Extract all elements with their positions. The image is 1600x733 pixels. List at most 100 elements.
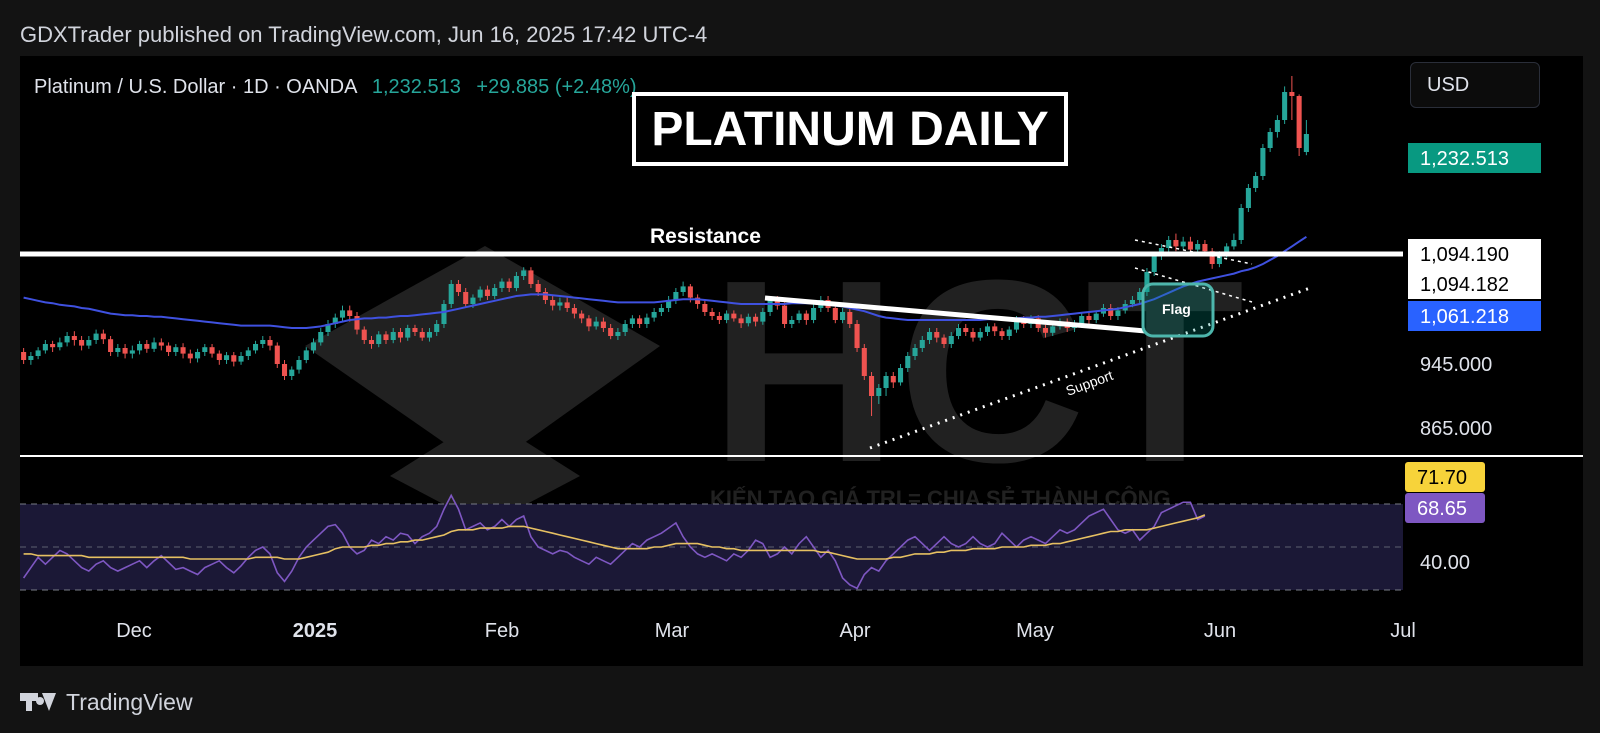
candle-down [108, 339, 114, 352]
candle-down [1108, 308, 1114, 316]
candle-down [361, 329, 367, 340]
price-axis[interactable]: 1,300.0001,200.000945.000865.0001,232.51… [1408, 70, 1541, 440]
candle-down [281, 364, 288, 376]
price-badge [1408, 143, 1541, 173]
tradingview-brand: TradingView [66, 688, 193, 715]
candle-up [521, 270, 527, 276]
rsi-badge [1405, 462, 1485, 492]
moving-average-line [23, 235, 1307, 329]
flag-label: Flag [1162, 301, 1191, 317]
candle-up [303, 350, 309, 360]
candle-up [245, 350, 251, 356]
price-badge-label: 1,094.190 [1420, 244, 1509, 266]
rsi-axis[interactable]: 40.00 71.70 68.65 [1405, 462, 1485, 574]
candle-up [767, 300, 773, 312]
candle-down [702, 304, 708, 312]
candle-down [412, 328, 418, 332]
candle-up [151, 342, 157, 349]
time-tick-label: Apr [839, 620, 870, 642]
price-tick-label: 865.000 [1420, 418, 1492, 440]
candle-up [202, 347, 208, 352]
candle-down [1296, 96, 1302, 148]
candle-down [600, 321, 606, 328]
flag-box[interactable] [1141, 282, 1215, 338]
candle-up [1303, 134, 1309, 152]
candle-down [166, 345, 172, 352]
candle-up [289, 369, 295, 376]
currency-button[interactable]: USD [1410, 62, 1540, 108]
candle-down [144, 344, 150, 349]
candle-down [687, 286, 693, 298]
candle-up [332, 317, 338, 324]
candle-up [789, 320, 795, 324]
candle-up [926, 332, 933, 340]
candle-up [1137, 292, 1143, 300]
candle-down [50, 344, 56, 348]
candle-up [615, 332, 621, 336]
tradingview-footer[interactable]: TradingView [20, 687, 193, 717]
candle-up [325, 324, 331, 332]
candle-up [339, 310, 346, 318]
candle-down [419, 332, 425, 338]
candle-up [883, 376, 889, 388]
candle-up [35, 350, 41, 356]
candle-up [238, 356, 244, 362]
rsi-tick-label: 40.00 [1420, 552, 1470, 574]
price-badge [1408, 301, 1541, 331]
candle-down [890, 376, 896, 383]
candle-up [1013, 320, 1020, 330]
candle-up [1195, 244, 1201, 250]
time-tick-label: Jun [1204, 620, 1236, 642]
candle-up [1216, 254, 1222, 264]
candle-down [571, 308, 577, 314]
hct-watermark: HCT KIẾN TẠO GIÁ TRỊ = CHIA SẺ THÀNH CÔN… [305, 227, 1244, 526]
chart-panel[interactable]: HCT KIẾN TẠO GIÁ TRỊ = CHIA SẺ THÀNH CÔN… [20, 56, 1583, 666]
candle-up [977, 332, 983, 338]
candle-up [1050, 326, 1056, 333]
candle-up [434, 324, 440, 332]
price-chart[interactable]: HCT KIẾN TẠO GIÁ TRỊ = CHIA SẺ THÀNH CÔN… [20, 56, 1583, 666]
candle-down [803, 313, 809, 320]
candle-down [579, 313, 585, 319]
candle-up [1166, 240, 1172, 248]
candle-up [666, 300, 672, 308]
candles-group [21, 76, 1309, 416]
candle-up [318, 332, 324, 343]
candle-up [499, 281, 505, 288]
candle-down [716, 316, 722, 320]
candle-up [1253, 176, 1259, 188]
price-badge-label: 1,061.218 [1420, 306, 1509, 328]
candle-up [912, 348, 918, 356]
candle-down [854, 324, 860, 348]
price-change: +29.885 (+2.48%) [476, 76, 637, 98]
candle-up [296, 360, 302, 370]
rsi-badge-label: 71.70 [1417, 467, 1467, 489]
candle-up [622, 324, 628, 332]
candle-down [1086, 316, 1092, 320]
candle-up [897, 368, 904, 383]
candle-down [354, 316, 360, 330]
descending-trendline[interactable] [764, 295, 1146, 334]
candle-up [93, 333, 99, 340]
candle-up [840, 312, 846, 320]
candle-down [1289, 92, 1295, 96]
candle-up [477, 289, 483, 298]
candle-up [1151, 256, 1157, 272]
candle-down [992, 326, 998, 332]
candle-up [745, 316, 751, 324]
candle-up [173, 347, 179, 352]
candle-down [1209, 251, 1215, 264]
time-axis[interactable]: Dec 2025 Feb Mar Apr May Jun Jul [116, 620, 1416, 642]
price-badge-label: 1,232.513 [1420, 148, 1509, 170]
candle-up [115, 348, 121, 352]
candle-down [231, 355, 237, 362]
candle-down [542, 292, 548, 300]
rsi-line [22, 493, 1206, 590]
candle-down [187, 353, 193, 359]
price-badge [1408, 239, 1541, 269]
candle-up [405, 328, 411, 338]
resistance-label: Resistance [650, 225, 761, 248]
candle-up [1129, 300, 1135, 304]
symbol-legend[interactable]: Platinum / U.S. Dollar · 1D · OANDA 1,23… [34, 76, 637, 99]
